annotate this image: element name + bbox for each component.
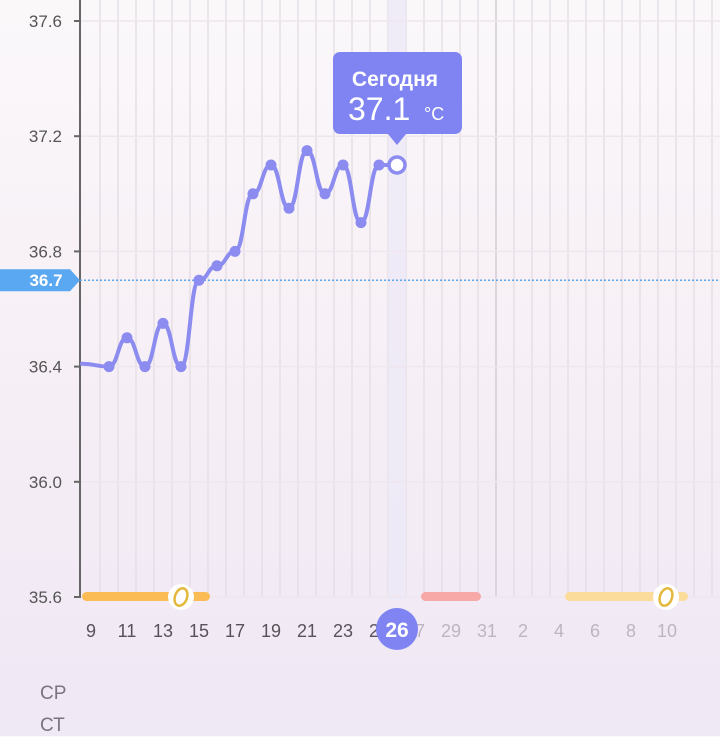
x-tick-label: 6 bbox=[590, 621, 600, 641]
y-tick-label: 37.6 bbox=[29, 12, 62, 31]
y-tick-label: 36.4 bbox=[29, 358, 62, 377]
x-tick-label: 11 bbox=[118, 621, 137, 641]
x-tick-label: 4 bbox=[554, 621, 564, 641]
today-point bbox=[387, 155, 407, 175]
x-tick-label: 13 bbox=[153, 621, 173, 641]
data-point bbox=[265, 159, 277, 171]
y-tick-label: 35.6 bbox=[29, 588, 62, 607]
data-point bbox=[157, 317, 169, 329]
row-label-st: СТ bbox=[40, 715, 65, 736]
data-point bbox=[337, 159, 349, 171]
x-tick-label: 17 bbox=[225, 621, 245, 641]
x-tick-label: 31 bbox=[477, 621, 497, 641]
x-tick-label: 15 bbox=[189, 621, 209, 641]
x-tick-label: 23 bbox=[333, 621, 353, 641]
y-tick-label: 36.8 bbox=[29, 242, 62, 261]
today-date-label: 26 bbox=[385, 619, 408, 642]
x-tick-label: 21 bbox=[297, 621, 317, 641]
coverline-badge bbox=[0, 269, 80, 292]
ovulation-icon bbox=[173, 587, 189, 607]
today-column bbox=[388, 0, 406, 600]
today-date-badge bbox=[376, 608, 418, 650]
data-point bbox=[229, 245, 241, 257]
data-point bbox=[247, 188, 259, 200]
data-point bbox=[211, 260, 223, 272]
ovulation-icon bbox=[658, 587, 674, 607]
x-tick-label: 9 bbox=[86, 621, 96, 641]
tooltip-title: Сегодня bbox=[352, 68, 438, 91]
tooltip-unit: °C bbox=[424, 104, 444, 124]
x-tick-label: 8 bbox=[626, 621, 636, 641]
row-label-sr: СР bbox=[40, 683, 67, 704]
today-tooltip bbox=[333, 52, 462, 145]
x-tick-label: 19 bbox=[261, 621, 281, 641]
data-point bbox=[139, 361, 151, 373]
data-point bbox=[373, 159, 385, 171]
y-tick-label: 37.2 bbox=[29, 127, 62, 146]
x-tick-label: 2 bbox=[518, 621, 528, 641]
data-point bbox=[193, 274, 205, 286]
data-point bbox=[301, 145, 313, 157]
data-point bbox=[175, 361, 187, 373]
data-point bbox=[103, 361, 115, 373]
data-point bbox=[283, 202, 295, 214]
phase-bar-period bbox=[421, 592, 481, 601]
data-point bbox=[121, 332, 133, 344]
x-tick-label: 10 bbox=[657, 621, 677, 641]
y-tick-label: 36.0 bbox=[29, 473, 62, 492]
coverline-label: 36.7 bbox=[29, 271, 62, 290]
tooltip-value: 37.1 bbox=[348, 91, 410, 127]
data-point bbox=[319, 188, 331, 200]
data-point bbox=[355, 217, 367, 229]
x-tick-label: 29 bbox=[441, 621, 461, 641]
